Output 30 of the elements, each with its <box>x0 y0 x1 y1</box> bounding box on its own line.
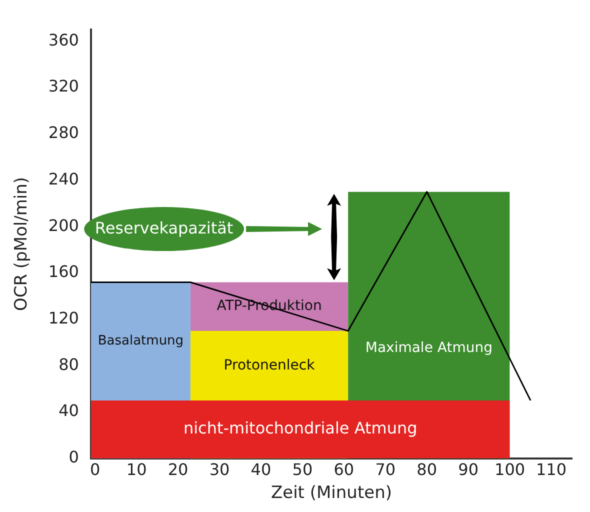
y-axis-title: OCR (pMol/min) <box>12 176 32 312</box>
x-tick-label: 30 <box>209 460 230 480</box>
series-label: Maximale Atmung <box>365 340 492 356</box>
y-tick-label: 240 <box>48 169 79 188</box>
y-tick-label: 320 <box>48 76 79 96</box>
y-tick-label: 40 <box>58 401 79 420</box>
x-tick-label: 110 <box>536 460 567 480</box>
series-label: Protonenleck <box>224 357 316 374</box>
x-tick-label: 10 <box>126 460 147 480</box>
x-tick-label: 50 <box>292 460 313 480</box>
oval-label: Reservekapazität <box>84 207 244 252</box>
x-tick-label: 20 <box>168 460 188 480</box>
x-tick-label: 70 <box>375 460 396 480</box>
series-label: nicht-mitochondriale Atmung <box>183 418 418 438</box>
x-tick-label: 100 <box>494 460 526 480</box>
x-tick-label: 40 <box>250 460 272 480</box>
x-axis-title: Zeit (Minuten) <box>270 483 392 504</box>
y-tick-label: 80 <box>58 354 79 374</box>
y-tick-label: 360 <box>48 30 79 50</box>
x-tick-label: 60 <box>334 460 354 480</box>
x-tick-label: 90 <box>458 460 479 480</box>
annotation: Reservekapazität <box>94 218 234 238</box>
y-tick-label: 120 <box>48 308 79 328</box>
y-tick-label: 200 <box>48 216 79 235</box>
y-tick-label: 280 <box>48 123 79 142</box>
y-tick-label: 160 <box>48 262 79 282</box>
series-label: Basalatmung <box>98 334 184 349</box>
x-tick-label: 0 <box>90 460 100 480</box>
y-tick-label: 0 <box>68 448 79 467</box>
x-tick-label: 80 <box>416 460 438 480</box>
